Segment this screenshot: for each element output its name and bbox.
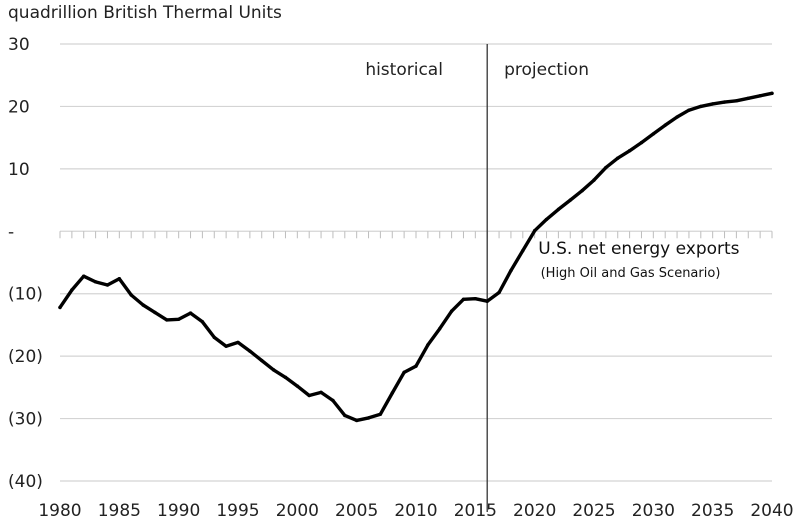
series-label: U.S. net energy exports <box>538 239 739 259</box>
y-tick-label-2: 10 <box>8 160 30 180</box>
x-tick-label-6: 2010 <box>394 501 437 521</box>
data-point-2017 <box>497 290 501 295</box>
data-point-2005 <box>354 418 359 423</box>
x-tick-label-8: 2020 <box>513 501 556 521</box>
data-point-2018 <box>509 268 513 273</box>
data-point-1983 <box>93 280 98 284</box>
data-point-1984 <box>105 283 110 287</box>
data-point-2010 <box>414 364 418 368</box>
x-tick-label-9: 2025 <box>572 501 615 521</box>
x-tick-label-1: 1985 <box>98 501 141 521</box>
data-point-2020 <box>532 228 537 233</box>
x-tick-label-10: 2030 <box>632 501 675 521</box>
y-tick-label-3: - <box>8 222 14 242</box>
data-point-2016 <box>485 299 489 303</box>
data-point-2031 <box>663 123 667 127</box>
data-point-2028 <box>627 149 632 153</box>
data-point-1995 <box>236 340 240 345</box>
data-point-2019 <box>521 248 525 253</box>
data-point-2014 <box>461 297 466 302</box>
data-point-2024 <box>580 189 584 193</box>
data-point-1981 <box>70 288 74 292</box>
data-point-2033 <box>687 108 691 112</box>
y-tick-label-5: (20) <box>8 347 43 367</box>
data-point-1993 <box>212 335 216 340</box>
x-tick-label-7: 2015 <box>454 501 497 521</box>
data-point-1996 <box>248 349 252 353</box>
data-point-2002 <box>319 390 323 395</box>
x-tick-label-4: 2000 <box>276 501 319 521</box>
projection-label: projection <box>504 60 589 80</box>
data-point-2039 <box>758 94 762 98</box>
data-point-2035 <box>710 102 715 106</box>
data-point-2008 <box>390 391 394 395</box>
x-tick-label-5: 2005 <box>335 501 378 521</box>
data-point-1986 <box>129 293 133 297</box>
data-point-2001 <box>307 393 311 398</box>
x-axis-ticks: 1980 1985 1990 1995 2000 2005 2010 2015 2020 2025… <box>38 501 793 521</box>
data-point-2021 <box>544 217 549 222</box>
y-tick-label-0: 30 <box>8 35 30 55</box>
data-point-2029 <box>639 140 644 145</box>
data-point-2034 <box>699 104 703 109</box>
data-point-1987 <box>141 303 145 307</box>
data-point-1989 <box>165 318 169 322</box>
data-point-1985 <box>117 277 122 281</box>
data-point-2027 <box>616 156 620 160</box>
data-point-1991 <box>188 311 193 315</box>
data-point-2000 <box>295 384 300 388</box>
data-point-1997 <box>260 358 264 363</box>
data-point-1990 <box>176 317 181 322</box>
data-point-2009 <box>402 370 406 375</box>
data-point-1998 <box>271 368 276 372</box>
y-axis-ticks: 30 20 10 - (10) (20) (30) (40) <box>8 35 43 492</box>
y-tick-label-4: (10) <box>8 285 43 305</box>
data-point-1988 <box>153 310 157 315</box>
data-point-2036 <box>722 100 727 104</box>
gridlines <box>60 43 772 482</box>
y-tick-label-6: (30) <box>8 410 43 430</box>
data-point-2022 <box>556 207 561 212</box>
data-point-2038 <box>746 96 750 101</box>
data-point-2003 <box>331 398 335 403</box>
data-point-2026 <box>604 165 608 170</box>
series-points <box>58 91 774 423</box>
y-tick-label-1: 20 <box>8 97 30 117</box>
x-tick-label-2: 1990 <box>157 501 200 521</box>
data-point-2037 <box>734 99 739 103</box>
data-point-2040 <box>770 91 774 96</box>
data-point-2007 <box>378 412 383 416</box>
data-point-2015 <box>473 297 478 301</box>
data-point-1999 <box>283 375 288 380</box>
data-point-2012 <box>438 326 442 331</box>
data-point-2025 <box>592 178 596 182</box>
data-point-2004 <box>343 413 347 418</box>
zero-line-ticks <box>59 231 773 239</box>
data-point-2032 <box>675 115 679 119</box>
data-point-1994 <box>224 344 228 348</box>
data-point-2030 <box>651 132 656 136</box>
data-point-1992 <box>200 320 205 324</box>
x-tick-label-0: 1980 <box>38 501 81 521</box>
x-tick-label-3: 1995 <box>216 501 259 521</box>
historical-label: historical <box>365 60 443 80</box>
data-point-2023 <box>568 198 572 202</box>
data-point-1980 <box>58 305 62 310</box>
data-point-2006 <box>366 416 371 420</box>
data-point-2013 <box>449 309 454 313</box>
y-axis-unit-label: quadrillion British Thermal Units <box>8 3 282 23</box>
series-sublabel: (High Oil and Gas Scenario) <box>541 266 721 281</box>
x-tick-label-11: 2035 <box>691 501 734 521</box>
data-point-1982 <box>82 274 86 278</box>
y-tick-label-7: (40) <box>8 472 43 492</box>
data-point-2011 <box>426 343 430 347</box>
x-tick-label-12: 2040 <box>750 501 793 521</box>
